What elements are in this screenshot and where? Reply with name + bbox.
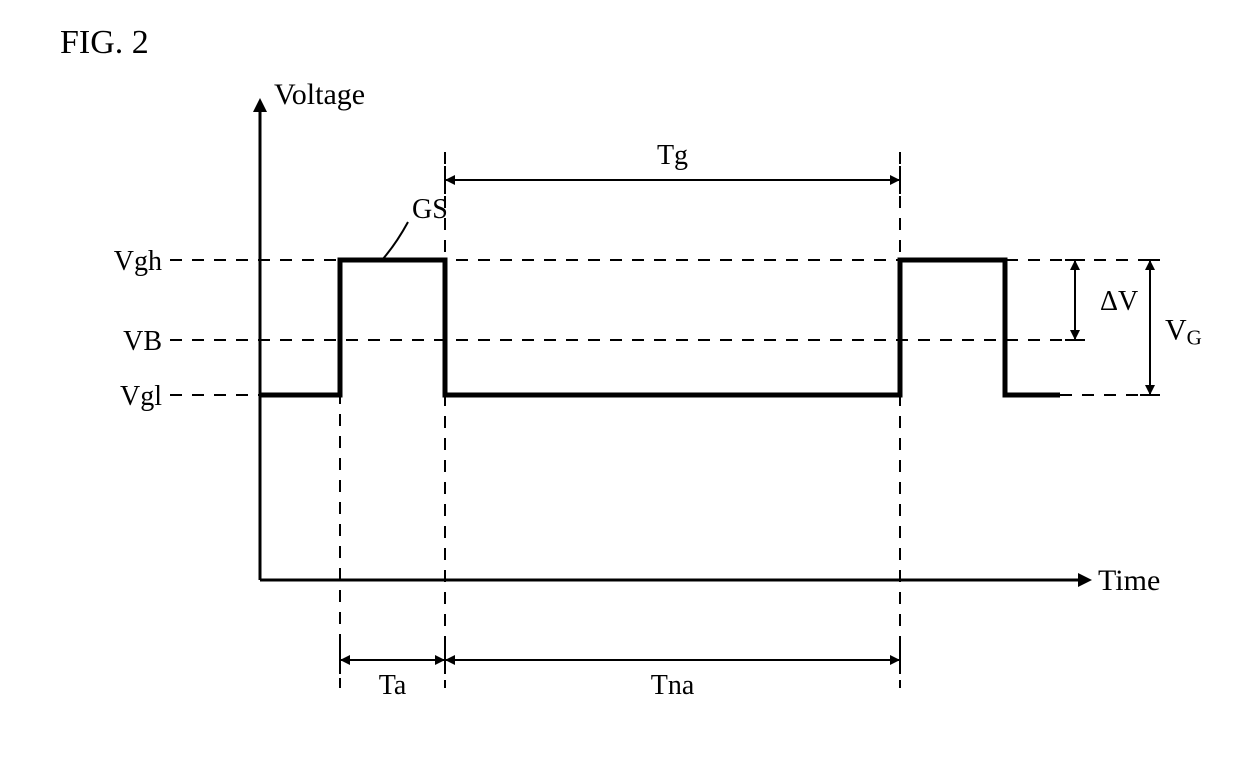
label-vgl: Vgl: [120, 381, 162, 412]
label-vgh: Vgh: [114, 246, 162, 277]
label-vb: VB: [123, 326, 162, 357]
y-axis-label: Voltage: [274, 78, 365, 111]
figure-title: FIG. 2: [60, 24, 149, 62]
label-gs: GS: [412, 194, 448, 225]
x-axis-label: Time: [1098, 564, 1160, 597]
label-delta-v: ΔV: [1100, 286, 1138, 317]
timing-diagram: Time Voltage Vgh VB Vgl GS Ta Tna Tg ΔV VG: [0, 0, 1240, 756]
label-vg: VG: [1165, 314, 1202, 350]
pointer-gs: [382, 222, 408, 260]
span-label-ta: Ta: [379, 670, 407, 701]
span-label-tna: Tna: [651, 670, 695, 701]
waveform-gs: [260, 260, 1060, 395]
span-label-tg: Tg: [657, 140, 688, 171]
